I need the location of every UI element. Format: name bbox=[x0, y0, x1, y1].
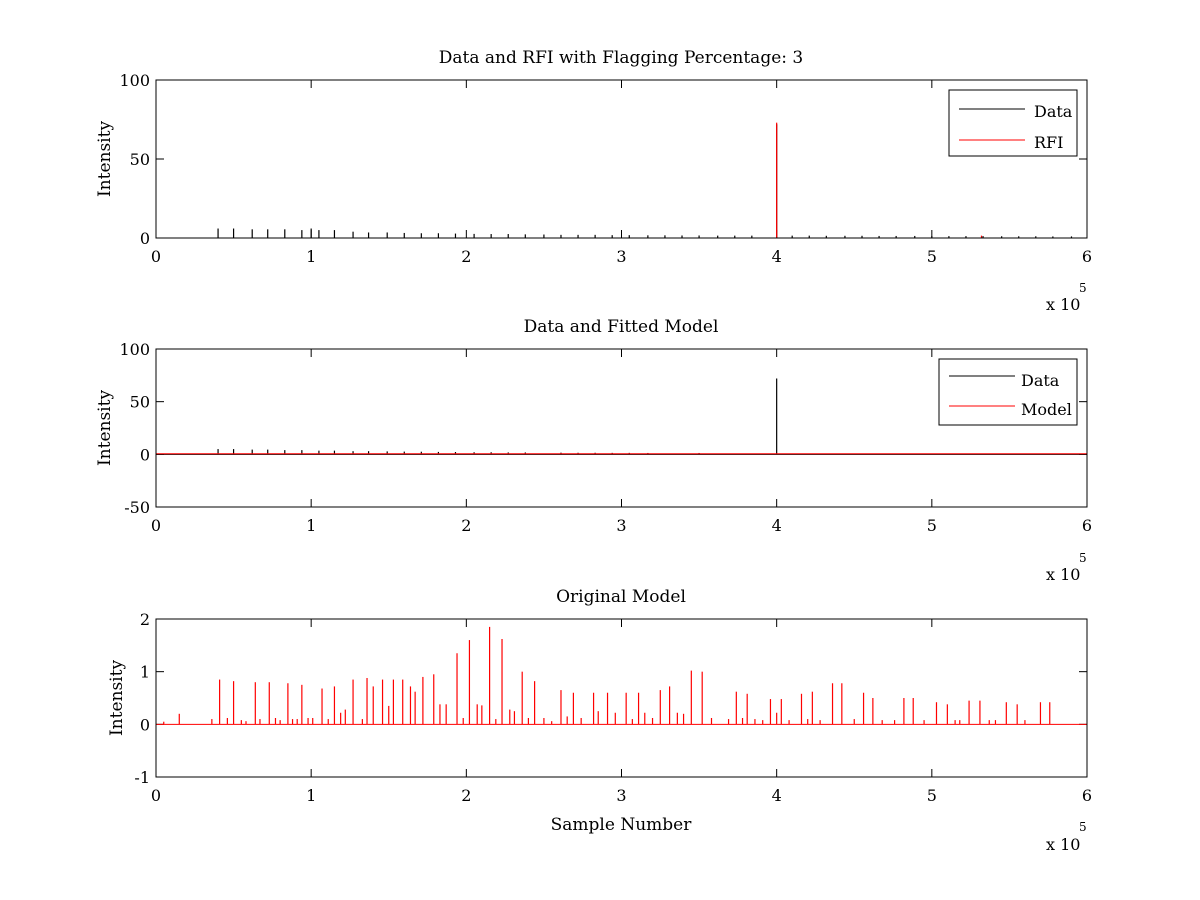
panel-rfi-xtick-label: 2 bbox=[461, 247, 471, 266]
panel-original-axes-box bbox=[155, 618, 1088, 778]
panel-model-title: Data and Fitted Model bbox=[524, 317, 719, 337]
panel-rfi-ytick-label: 0 bbox=[140, 229, 150, 248]
panel-original-xtick-label: 4 bbox=[772, 786, 782, 805]
panel-original-ytick-label: 0 bbox=[140, 715, 150, 734]
panel-rfi-ylabel: Intensity bbox=[95, 121, 115, 197]
panel-original-xtick-label: 0 bbox=[151, 786, 161, 805]
panel-rfi-xtick-label: 3 bbox=[616, 247, 626, 266]
panel-rfi-xtick-label: 5 bbox=[927, 247, 937, 266]
panel-model-xtick-label: 2 bbox=[461, 516, 471, 535]
panel-model-ylabel: Intensity bbox=[95, 390, 115, 466]
panel-model-series bbox=[156, 378, 1087, 455]
panel-rfi-x-multiplier: x 10 bbox=[1046, 295, 1080, 314]
panel-original-ylabel: Intensity bbox=[107, 660, 127, 736]
panel-original-xtick-label: 6 bbox=[1082, 786, 1092, 805]
panel-rfi-xtick-labels: 0 1 2 3 4 5 6 bbox=[151, 247, 1092, 266]
panel-model-x-exponent: 5 bbox=[1079, 551, 1087, 565]
panel-model-xtick-label: 3 bbox=[616, 516, 626, 535]
panel-original-xlabel: Sample Number bbox=[551, 815, 693, 835]
panel-model-ytick-label: 0 bbox=[140, 445, 150, 464]
panel-model-ytick-label: 50 bbox=[130, 393, 150, 412]
panel-rfi-xtick-label: 4 bbox=[772, 247, 782, 266]
panel-model-xtick-label: 1 bbox=[306, 516, 316, 535]
panel-rfi-axes-box bbox=[155, 79, 1088, 239]
panel-model-ytick-label: -50 bbox=[124, 498, 150, 517]
panel-model-ytick-label: 100 bbox=[119, 340, 150, 359]
panel-rfi-legend-data-label: Data bbox=[1034, 102, 1073, 121]
panel-model-xtick-labels: 0 1 2 3 4 5 6 bbox=[151, 516, 1092, 535]
panel-original-ytick-label: 1 bbox=[140, 663, 150, 682]
panel-model-legend-data-label: Data bbox=[1021, 371, 1060, 390]
panel-model: Data and Fitted Model Intensity -5005010… bbox=[95, 317, 1092, 584]
panel-original-ytick-labels: -1 0 1 2 bbox=[134, 610, 150, 787]
panel-rfi-xtick-label: 6 bbox=[1082, 247, 1092, 266]
panel-model-xtick-label: 6 bbox=[1082, 516, 1092, 535]
panel-original-series bbox=[156, 626, 1087, 725]
panel-model-legend-model-label: Model bbox=[1021, 400, 1072, 419]
panel-original: Original Model Intensity Sample Number -… bbox=[107, 587, 1092, 854]
panel-original-x-multiplier: x 10 bbox=[1046, 835, 1080, 854]
panel-rfi-x-exponent: 5 bbox=[1079, 281, 1087, 295]
panel-original-xtick-labels: 0 1 2 3 4 5 6 bbox=[151, 786, 1092, 805]
panel-rfi: Data and RFI with Flagging Percentage: 3… bbox=[95, 48, 1092, 314]
panel-rfi-legend: Data RFI bbox=[948, 89, 1078, 157]
panel-original-xtick-label: 1 bbox=[306, 786, 316, 805]
panel-original-xtick-label: 3 bbox=[616, 786, 626, 805]
panel-original-ytick-label: -1 bbox=[134, 768, 150, 787]
panel-model-xtick-label: 0 bbox=[151, 516, 161, 535]
panel-rfi-ytick-label: 50 bbox=[130, 150, 150, 169]
panel-original-x-exponent: 5 bbox=[1079, 820, 1087, 834]
panel-model-x-multiplier: x 10 bbox=[1046, 565, 1080, 584]
panel-rfi-xtick-label: 0 bbox=[151, 247, 161, 266]
panel-rfi-title: Data and RFI with Flagging Percentage: 3 bbox=[439, 48, 803, 68]
panel-original-xtick-label: 2 bbox=[461, 786, 471, 805]
panel-model-xtick-label: 5 bbox=[927, 516, 937, 535]
panel-model-legend: Data Model bbox=[938, 358, 1078, 426]
panel-model-axes-box bbox=[155, 348, 1088, 508]
panel-rfi-xtick-label: 1 bbox=[306, 247, 316, 266]
panel-rfi-legend-rfi-label: RFI bbox=[1034, 133, 1063, 152]
panel-original-ytick-label: 2 bbox=[140, 610, 150, 629]
panel-original-title: Original Model bbox=[556, 587, 686, 607]
panel-original-xtick-label: 5 bbox=[927, 786, 937, 805]
panel-rfi-ytick-label: 100 bbox=[119, 71, 150, 90]
panel-rfi-legend-box bbox=[948, 89, 1078, 157]
panel-rfi-ytick-labels: 0 50 100 bbox=[119, 71, 150, 248]
panel-model-ytick-labels: -50 0 50 100 bbox=[119, 340, 150, 517]
panel-model-xtick-label: 4 bbox=[772, 516, 782, 535]
panel-model-legend-box bbox=[938, 358, 1078, 426]
